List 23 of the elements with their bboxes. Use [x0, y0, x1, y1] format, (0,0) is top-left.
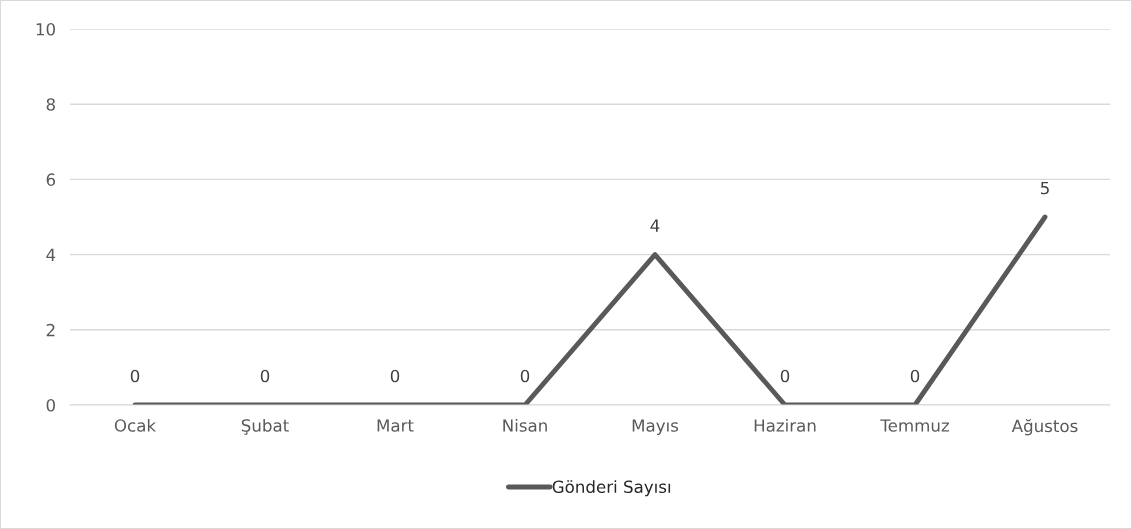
data-label: 4	[650, 219, 660, 232]
data-label: 0	[260, 369, 270, 383]
y-tick-label: 4	[46, 248, 56, 261]
x-tick-label: Mart	[377, 419, 414, 432]
x-tick-label: Temmuz	[880, 419, 949, 432]
y-tick-label: 2	[46, 323, 55, 337]
x-tick-label: Mayıs	[632, 419, 679, 436]
data-label: 0	[910, 369, 920, 383]
x-tick-label: Haziran	[754, 418, 816, 432]
x-tick-label: Şubat	[241, 418, 289, 435]
legend-label: Gönderi Sayısı	[552, 480, 671, 497]
data-label: 0	[390, 369, 400, 383]
data-label: 0	[780, 369, 790, 383]
y-tick-label: 10	[36, 22, 55, 36]
data-label: 0	[130, 369, 140, 383]
x-tick-label: Nisan	[503, 418, 547, 432]
x-tick-label: Ocak	[114, 418, 157, 432]
y-tick-label: 8	[46, 98, 55, 111]
y-tick-label: 6	[46, 173, 56, 186]
data-label: 0	[520, 369, 530, 383]
data-label: 5	[1040, 181, 1049, 195]
y-tick-label: 0	[46, 398, 55, 412]
x-tick-label: Ağustos	[1011, 418, 1078, 436]
